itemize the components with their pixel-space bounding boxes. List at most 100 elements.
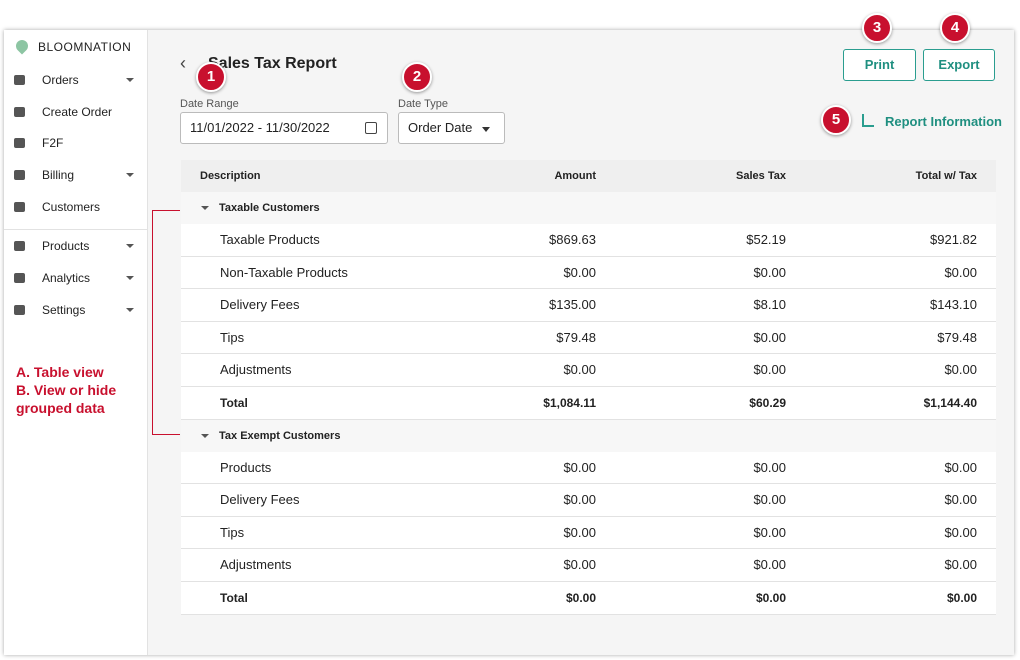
nav-label: Analytics <box>42 271 91 285</box>
cell: $0.00 <box>944 264 977 280</box>
column-header: Description <box>200 170 261 182</box>
divider <box>4 229 148 230</box>
cell: Taxable Products <box>220 232 320 247</box>
nav-item[interactable]: Analytics <box>14 268 138 288</box>
nav-item[interactable]: Create Order <box>14 102 138 122</box>
cell: Products <box>220 459 272 475</box>
table-row: Adjustments $0.00 $0.00 $0.00 <box>181 549 996 582</box>
cell: $0.00 <box>753 329 786 345</box>
cell: $79.48 <box>556 329 596 345</box>
value: 11/01/2022 - 11/30/2022 <box>190 120 330 135</box>
cell: Delivery Fees <box>220 492 300 508</box>
cell: $0.00 <box>944 524 977 540</box>
table-row: Products $0.00 $0.00 $0.00 <box>181 452 996 485</box>
back-arrow[interactable]: ‹ <box>180 53 186 73</box>
nav-icon <box>14 241 25 251</box>
cell: $0.00 <box>753 524 786 540</box>
table-row: Taxable Products $869.63 $52.19 $921.82 <box>181 224 996 257</box>
report-icon <box>862 114 874 127</box>
badge: 1 <box>196 62 226 92</box>
group-name: Tax Exempt Customers <box>219 429 341 442</box>
nav-icon <box>14 170 25 180</box>
date-range[interactable]: 11/01/2022 - 11/30/2022 <box>180 112 388 144</box>
total-row: Total $1,084.11 $60.29 $1,144.40 <box>181 387 996 420</box>
value: Order Date <box>408 120 473 135</box>
group-name: Taxable Customers <box>219 202 320 214</box>
cell: $0.00 <box>563 362 596 378</box>
cell: $0.00 <box>944 557 977 573</box>
table-row: Tips $79.48 $0.00 $79.48 <box>181 322 996 355</box>
cell: Delivery Fees <box>220 297 300 313</box>
nav-item[interactable]: Customers <box>14 197 138 217</box>
cell: $0.00 <box>563 459 596 475</box>
cell: Adjustments <box>220 557 292 573</box>
cell: $143.10 <box>930 297 977 313</box>
cell: $0.00 <box>563 492 596 508</box>
badge: 2 <box>402 62 432 92</box>
nav-item[interactable]: Settings <box>14 300 138 320</box>
nav-item[interactable]: Products <box>14 236 138 256</box>
cell: $0.00 <box>944 492 977 508</box>
badge: 5 <box>821 105 851 135</box>
cell: $0.00 <box>565 591 596 605</box>
cell: $0.00 <box>753 459 786 475</box>
caret <box>201 206 209 210</box>
cell: Tips <box>220 329 245 345</box>
nav-item[interactable]: Orders <box>14 70 138 90</box>
cell: $0.00 <box>944 362 977 378</box>
group-header[interactable]: Tax Exempt Customers <box>181 419 996 452</box>
date-type[interactable]: Order Date <box>398 112 505 144</box>
nav-label: Customers <box>42 200 101 214</box>
nav-icon <box>14 202 25 212</box>
cell: $0.00 <box>563 557 596 573</box>
badge: 3 <box>862 13 892 43</box>
nav-label: Settings <box>42 303 86 317</box>
annotation: grouped data <box>16 400 105 416</box>
nav-label: Products <box>42 239 90 253</box>
column-header: Sales Tax <box>736 170 786 182</box>
report-info-link[interactable]: Report Information <box>885 114 1002 129</box>
group-header[interactable]: Taxable Customers <box>181 192 996 224</box>
cell: $0.00 <box>946 591 977 605</box>
bracket <box>152 210 180 435</box>
chevron <box>126 276 134 280</box>
nav-label: Orders <box>42 73 79 87</box>
cell: $1,084.11 <box>543 396 596 410</box>
cell: $0.00 <box>944 459 977 475</box>
cell: $0.00 <box>563 524 596 540</box>
cell: Total <box>220 591 248 605</box>
cell: $52.19 <box>746 232 786 247</box>
sidebar <box>4 30 148 655</box>
table-header: Description Amount Sales Tax Total w/ Tax <box>181 160 996 192</box>
nav-icon <box>14 273 25 283</box>
cell: $0.00 <box>563 264 596 280</box>
page-title: Sales Tax Report <box>208 55 337 72</box>
brand: BLOOMNATION <box>38 40 132 54</box>
nav-label: Billing <box>42 168 75 182</box>
table-row: Tips $0.00 $0.00 $0.00 <box>181 517 996 550</box>
cell: $0.00 <box>753 264 786 280</box>
cell: $0.00 <box>753 557 786 573</box>
total-row: Total $0.00 $0.00 $0.00 <box>181 582 996 615</box>
column-header: Total w/ Tax <box>915 170 977 182</box>
nav-label: Create Order <box>42 105 113 119</box>
table-row: Delivery Fees $135.00 $8.10 $143.10 <box>181 289 996 322</box>
table-row: Non-Taxable Products $0.00 $0.00 $0.00 <box>181 257 996 290</box>
nav-icon <box>14 305 25 315</box>
table-footer <box>181 614 996 633</box>
cell: $0.00 <box>755 591 786 605</box>
table-row: Delivery Fees $0.00 $0.00 $0.00 <box>181 484 996 517</box>
nav-item[interactable]: Billing <box>14 165 138 185</box>
cell: Non-Taxable Products <box>220 264 348 280</box>
export-button[interactable]: Export <box>923 49 995 81</box>
chevron <box>126 308 134 312</box>
nav-label: F2F <box>42 136 64 150</box>
chevron <box>126 244 134 248</box>
print-button[interactable]: Print <box>843 49 916 81</box>
annotation: A. Table view <box>16 364 104 380</box>
badge: 4 <box>940 13 970 43</box>
nav-item[interactable]: F2F <box>14 133 138 153</box>
cell: $135.00 <box>549 297 596 313</box>
table-row: Adjustments $0.00 $0.00 $0.00 <box>181 354 996 387</box>
